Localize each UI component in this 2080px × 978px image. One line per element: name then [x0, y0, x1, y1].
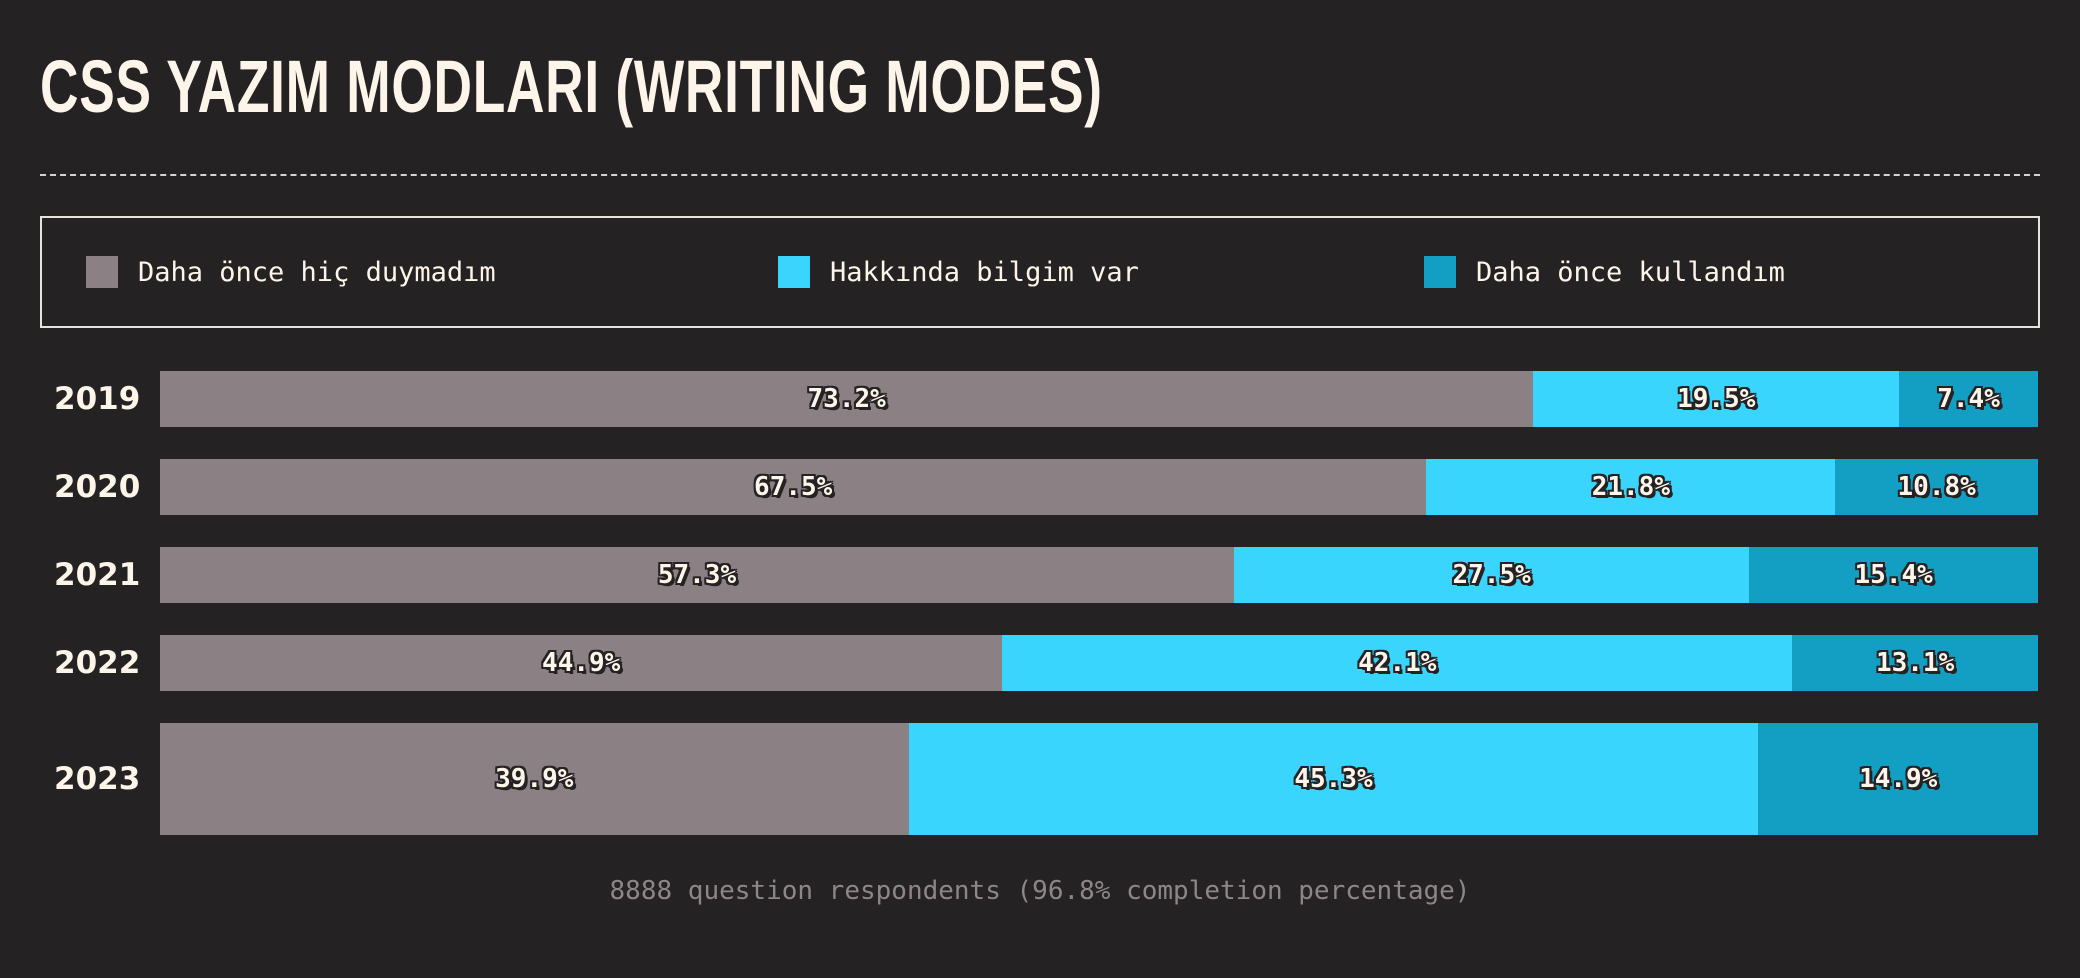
data-label-never-heard-2021: 57.3% [657, 560, 737, 590]
title-divider [40, 174, 2040, 176]
data-label-know-about-2020: 21.8% [1591, 472, 1670, 502]
bar-segment-used-2020[interactable]: 10.8% [1835, 459, 2038, 515]
bar-segment-used-2022[interactable]: 13.1% [1792, 635, 2038, 691]
data-label-never-heard-2020: 67.5% [754, 472, 833, 502]
data-label-know-about-2021: 27.5% [1452, 560, 1531, 590]
bar-2020: 67.5% 21.8% 10.8% [160, 459, 2038, 515]
data-label-know-about-2022: 42.1% [1358, 648, 1437, 678]
row-label-2022: 2022 [54, 645, 141, 681]
data-label-used-2021: 15.4% [1854, 560, 1933, 590]
bar-segment-used-2023[interactable]: 14.9% [1758, 723, 2038, 835]
row-label-2021: 2021 [54, 557, 141, 593]
bar-2019: 73.2% 19.5% 7.4% [160, 371, 2038, 427]
page-title: CSS Yazım Modları (Writing Modes) [40, 45, 1103, 128]
bar-segment-used-2019[interactable]: 7.4% [1899, 371, 2038, 427]
legend-swatch-know-about [778, 256, 810, 288]
bar-segment-know-about-2021[interactable]: 27.5% [1233, 547, 1750, 603]
data-label-used-2023: 14.9% [1859, 764, 1938, 794]
legend-item-never-heard[interactable]: Daha önce hiç duymadım [86, 218, 496, 326]
bar-segment-know-about-2023[interactable]: 45.3% [908, 723, 1759, 835]
bar-segment-never-heard-2019[interactable]: 73.2% [160, 371, 1534, 427]
bar-2021: 57.3% 27.5% 15.4% [160, 547, 2038, 603]
data-label-used-2020: 10.8% [1897, 472, 1976, 502]
legend-item-know-about[interactable]: Hakkında bilgim var [778, 218, 1139, 326]
data-label-used-2022: 13.1% [1875, 648, 1955, 678]
respondents-footnote: 8888 question respondents (96.8% complet… [609, 876, 1471, 906]
legend-label-never-heard: Daha önce hiç duymadım [138, 256, 496, 288]
row-label-2023: 2023 [54, 761, 141, 797]
bar-segment-never-heard-2021[interactable]: 57.3% [160, 547, 1234, 603]
data-label-never-heard-2022: 44.9% [542, 648, 621, 678]
bar-2022: 44.9% 42.1% 13.1% [160, 635, 2038, 691]
bar-segment-know-about-2022[interactable]: 42.1% [1002, 635, 1793, 691]
legend-swatch-never-heard [86, 256, 118, 288]
legend-label-know-about: Hakkında bilgim var [830, 256, 1139, 288]
bar-2023: 39.9% 45.3% 14.9% [160, 723, 2038, 835]
row-label-2019: 2019 [54, 381, 141, 417]
data-label-know-about-2019: 19.5% [1677, 384, 1756, 414]
bar-segment-used-2021[interactable]: 15.4% [1749, 547, 2038, 603]
bar-segment-never-heard-2020[interactable]: 67.5% [160, 459, 1427, 515]
legend-item-used[interactable]: Daha önce kullandım [1424, 218, 1785, 326]
data-label-never-heard-2023: 39.9% [495, 764, 574, 794]
bar-segment-know-about-2019[interactable]: 19.5% [1533, 371, 1900, 427]
bar-segment-never-heard-2022[interactable]: 44.9% [160, 635, 1003, 691]
data-label-never-heard-2019: 73.2% [807, 384, 886, 414]
bar-segment-know-about-2020[interactable]: 21.8% [1426, 459, 1836, 515]
data-label-used-2019: 7.4% [1937, 384, 2000, 414]
legend-label-used: Daha önce kullandım [1476, 256, 1785, 288]
row-label-2020: 2020 [54, 469, 141, 505]
chart-legend: Daha önce hiç duymadım Hakkında bilgim v… [40, 216, 2040, 328]
data-label-know-about-2023: 45.3% [1294, 764, 1373, 794]
bar-segment-never-heard-2023[interactable]: 39.9% [160, 723, 909, 835]
legend-swatch-used [1424, 256, 1456, 288]
